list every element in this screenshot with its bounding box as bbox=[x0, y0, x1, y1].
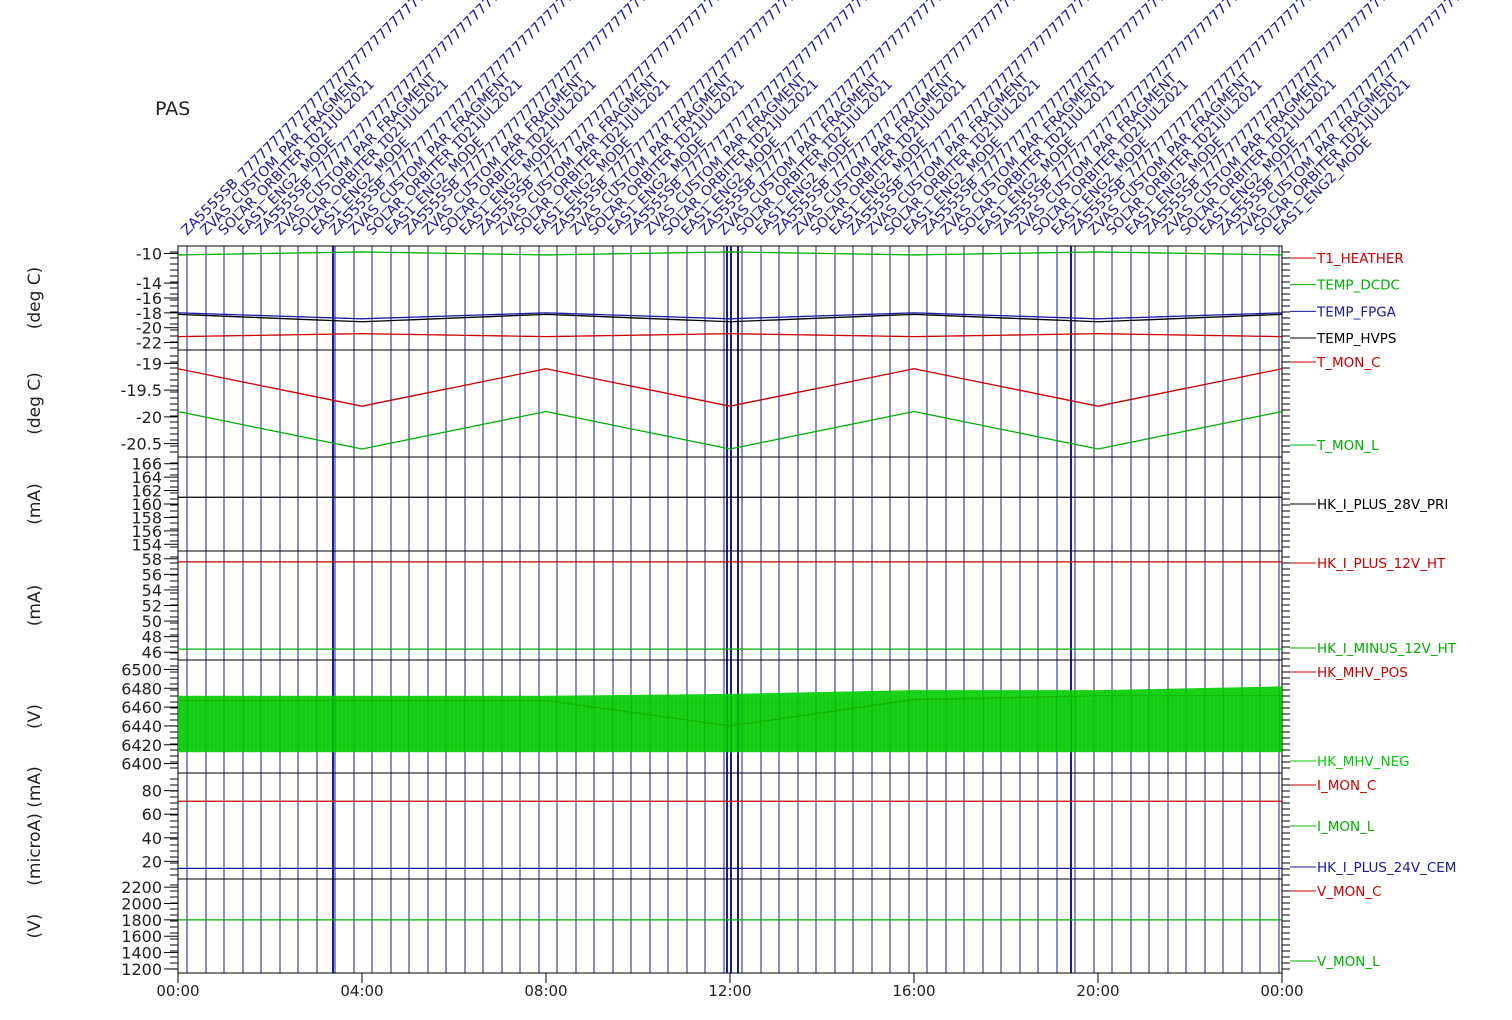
series-line-t1_heather bbox=[177, 333, 1283, 338]
series-line-temp_dcdc bbox=[177, 251, 1283, 256]
legend-t_mon_l: T_MON_L bbox=[1316, 438, 1379, 454]
legend-temp_hvps: TEMP_HVPS bbox=[1316, 331, 1396, 347]
y-tick-label: 56 bbox=[142, 565, 162, 584]
y-tick-label: 20 bbox=[142, 852, 162, 871]
panel-0: -10 -14-16-18-20-22 (deg C) T1_HEATHER TEMP_… bbox=[25, 244, 1404, 352]
y-tick-label: 6460 bbox=[121, 698, 162, 717]
legend-temp_dcdc: TEMP_DCDC bbox=[1316, 278, 1400, 294]
series-line-t_mon_l bbox=[177, 410, 1283, 450]
legend-i_mon_l: I_MON_L bbox=[1317, 819, 1375, 835]
y-axis-label: (microA) (mA) bbox=[25, 766, 45, 885]
legend-hk_i_plus_28v_pri: HK_I_PLUS_28V_PRI bbox=[1317, 497, 1448, 513]
y-tick-label: 166 bbox=[131, 455, 162, 474]
x-tick-label: 20:00 bbox=[1076, 982, 1119, 1000]
legend-hk_i_plus_12v_ht: HK_I_PLUS_12V_HT bbox=[1317, 556, 1446, 572]
y-tick-label: 54 bbox=[142, 581, 162, 600]
y-axis-label: (deg C) bbox=[25, 267, 45, 330]
y-tick-label: 52 bbox=[142, 597, 162, 616]
y-tick-label: -20 bbox=[136, 319, 162, 338]
y-tick-label: 1800 bbox=[121, 911, 162, 930]
event-gridlines bbox=[186, 246, 1280, 973]
series-line-t_mon_c bbox=[177, 368, 1283, 407]
y-tick-label: 46 bbox=[142, 643, 162, 662]
panel-5: 80 60 40 20 (microA) (mA) I_MON_C I_MON_L HK_I_… bbox=[25, 766, 1456, 885]
x-axis: 00:00 04:00 08:00 12:00 16:00 20:00 00:00 bbox=[156, 973, 1304, 1000]
y-axis-label: (deg C) bbox=[25, 372, 45, 435]
y-tick-label: -16 bbox=[136, 289, 162, 308]
y-tick-label: 6400 bbox=[121, 755, 162, 774]
y-tick-label: 6500 bbox=[121, 660, 162, 679]
y-tick-label: -18 bbox=[136, 304, 162, 323]
y-tick-label: -20.5 bbox=[121, 435, 162, 454]
y-tick-label: 162 bbox=[131, 482, 162, 501]
y-tick-label: -14 bbox=[136, 274, 162, 293]
y-axis-label: (mA) bbox=[25, 483, 45, 524]
legend-temp_fpga: TEMP_FPGA bbox=[1316, 304, 1397, 320]
legend-hk_mhv_pos: HK_MHV_POS bbox=[1317, 665, 1408, 681]
legend-hk_i_plus_24v_cem: HK_I_PLUS_24V_CEM bbox=[1317, 860, 1456, 876]
y-tick-label: 60 bbox=[142, 805, 162, 824]
legend-v_mon_l: V_MON_L bbox=[1317, 954, 1380, 970]
x-tick-label: 12:00 bbox=[708, 982, 751, 1000]
x-tick-label: 00:00 bbox=[156, 982, 199, 1000]
y-tick-label: 40 bbox=[142, 829, 162, 848]
legend-hk_mhv_neg: HK_MHV_NEG bbox=[1317, 754, 1410, 770]
y-tick-label: 1200 bbox=[121, 960, 162, 979]
y-tick-label: 80 bbox=[142, 782, 162, 801]
y-tick-label: 6440 bbox=[121, 717, 162, 736]
event-labels: ZA5555SB_7777777777777777777777777777777… bbox=[179, 0, 1512, 239]
chart-title: PAS bbox=[155, 98, 191, 120]
x-tick-label: 04:00 bbox=[340, 982, 383, 1000]
legend-t1_heather: T1_HEATHER bbox=[1316, 251, 1404, 267]
y-tick-label: -20 bbox=[136, 408, 162, 427]
legend-hk_i_minus_12v_ht: HK_I_MINUS_12V_HT bbox=[1317, 641, 1457, 657]
legend-i_mon_c: I_MON_C bbox=[1317, 778, 1376, 794]
x-tick-label: 16:00 bbox=[892, 982, 935, 1000]
y-tick-label: 6420 bbox=[121, 736, 162, 755]
y-tick-label: 1400 bbox=[121, 944, 162, 963]
y-tick-label: 164 bbox=[131, 468, 162, 487]
y-tick-label: 1600 bbox=[121, 927, 162, 946]
y-axis-label: (V) bbox=[25, 704, 45, 729]
y-axis-label: (V) bbox=[25, 914, 45, 939]
y-tick-label: 48 bbox=[142, 628, 162, 647]
y-tick-label: -19 bbox=[136, 354, 162, 373]
series-band-hk_mhv_neg bbox=[178, 686, 1282, 753]
y-tick-label: -22 bbox=[136, 334, 162, 353]
y-tick-label: 154 bbox=[131, 535, 162, 554]
y-tick-label: 2000 bbox=[121, 895, 162, 914]
legend-v_mon_c: V_MON_C bbox=[1317, 884, 1382, 900]
y-tick-label: 50 bbox=[142, 612, 162, 631]
y-tick-label: 156 bbox=[131, 522, 162, 541]
y-tick-label: -19.5 bbox=[121, 381, 162, 400]
series-line-temp_fpga bbox=[177, 312, 1283, 320]
y-tick-label: 6480 bbox=[121, 679, 162, 698]
y-tick-label: -10 bbox=[136, 244, 162, 263]
x-tick-label: 08:00 bbox=[524, 982, 567, 1000]
y-tick-label: 2200 bbox=[121, 878, 162, 897]
series-line-temp_hvps bbox=[177, 313, 1283, 323]
y-tick-label: 160 bbox=[131, 495, 162, 514]
y-tick-label: 158 bbox=[131, 508, 162, 527]
x-tick-label: 00:00 bbox=[1260, 982, 1303, 1000]
legend-t_mon_c: T_MON_C bbox=[1316, 355, 1381, 371]
y-axis-label: (mA) bbox=[25, 585, 45, 626]
panel-1: -19 -19.5 -20 -20.5 (deg C) T_MON_C T_MON_L bbox=[25, 349, 1381, 458]
y-tick-label: 58 bbox=[142, 550, 162, 569]
